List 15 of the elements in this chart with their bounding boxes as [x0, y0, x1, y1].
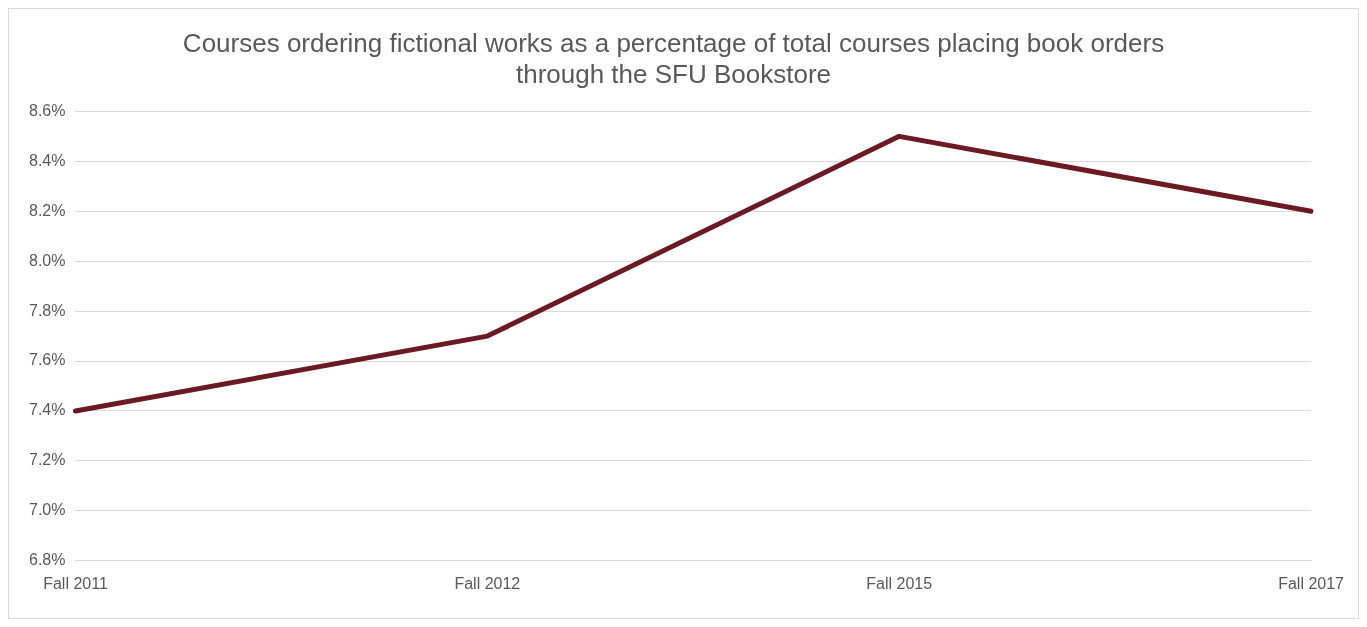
y-tick-label: 7.8%	[29, 301, 66, 319]
y-tick-label: 8.2%	[29, 201, 66, 219]
x-tick-label: Fall 2012	[454, 574, 521, 592]
y-tick-label: 8.4%	[29, 151, 66, 169]
x-tick-label: Fall 2017	[1278, 574, 1345, 592]
y-tick-label: 7.2%	[29, 451, 66, 469]
y-tick-label: 8.0%	[29, 251, 66, 269]
y-tick-label: 8.6%	[29, 101, 66, 119]
y-tick-label: 7.0%	[29, 501, 66, 519]
chart-title: Courses ordering fictional works as a percentage of total courses placing book orders through the SFU Bookstore	[182, 27, 1165, 89]
y-tick-label: 7.4%	[29, 401, 66, 419]
y-tick-label: 6.8%	[29, 551, 66, 569]
x-tick-label: Fall 2011	[43, 574, 108, 592]
x-tick-label: Fall 2015	[866, 574, 933, 592]
y-tick-label: 7.6%	[29, 351, 66, 369]
